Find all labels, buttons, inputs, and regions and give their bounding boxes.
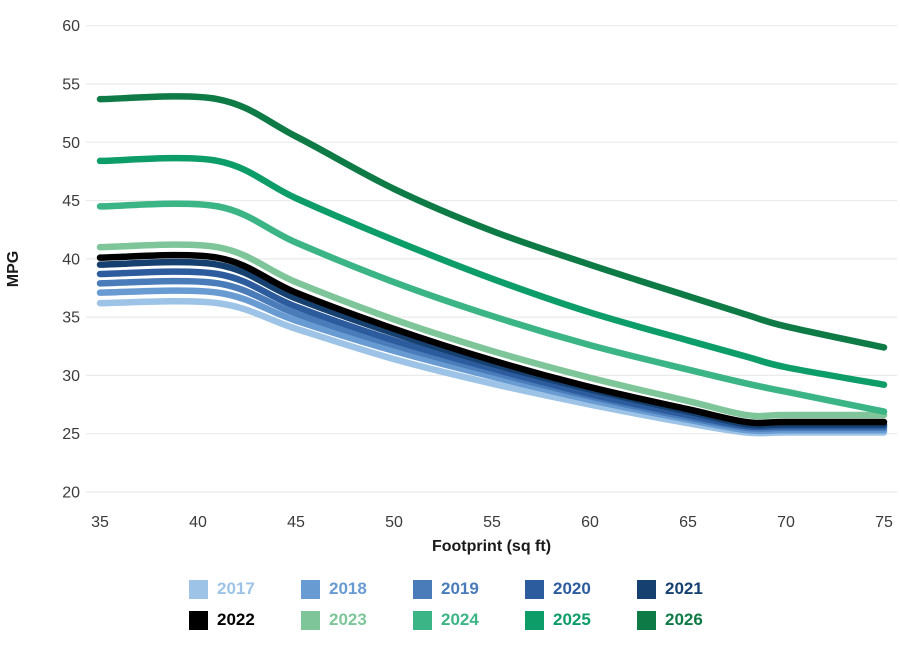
legend-label-2020: 2020: [553, 579, 591, 598]
y-tick-label: 30: [62, 368, 80, 385]
legend-label-2023: 2023: [329, 610, 367, 629]
series-line-2021: [96, 258, 888, 429]
x-tick-label: 40: [189, 514, 207, 531]
legend-label-2017: 2017: [217, 579, 255, 598]
y-tick-label: 45: [62, 193, 80, 210]
legend-swatch-2017: [189, 579, 208, 599]
legend-label-2021: 2021: [665, 579, 703, 598]
legend-swatch-2026: [637, 610, 656, 630]
legend-row: 2022 2023 2024 2025 2026: [189, 610, 711, 630]
y-tick-label: 20: [62, 484, 80, 501]
mpg-footprint-line-chart: 20 25 30 35 40 45 50 55 60 35 40 45 50 55 60 65 70 75: [62, 18, 897, 531]
legend-label-2019: 2019: [441, 579, 479, 598]
y-tick-label: 35: [62, 310, 80, 327]
legend-item-2023: 2023: [301, 610, 375, 630]
legend-item-2019: 2019: [413, 579, 487, 599]
series-line-2026: [96, 93, 888, 351]
legend-item-2020: 2020: [525, 579, 599, 599]
legend-label-2025: 2025: [553, 610, 591, 629]
legend-swatch-2019: [413, 579, 432, 599]
series-line-2023: [96, 241, 888, 420]
y-tick-label: 40: [62, 251, 80, 268]
legend-item-2026: 2026: [637, 610, 711, 630]
x-tick-label: 35: [91, 514, 109, 531]
legend-item-2024: 2024: [413, 610, 487, 630]
legend-row: 2017 2018 2019 2020 2021: [189, 579, 711, 599]
x-tick-label: 60: [581, 514, 599, 531]
y-tick-label: 60: [62, 18, 80, 35]
y-axis-title: MPG: [5, 250, 22, 288]
y-tick-label: 50: [62, 135, 80, 152]
x-tick-label: 55: [483, 514, 501, 531]
x-tick-label: 45: [287, 514, 305, 531]
legend-item-2025: 2025: [525, 610, 599, 630]
x-tick-label: 75: [875, 514, 893, 531]
legend-label-2024: 2024: [441, 610, 479, 629]
chart-legend: 2017 2018 2019 2020 2021 2022 2023 2024 2025 2026: [0, 579, 900, 630]
legend-item-2021: 2021: [637, 579, 711, 599]
legend-swatch-2025: [525, 610, 544, 630]
legend-swatch-2022: [189, 610, 208, 630]
legend-swatch-2024: [413, 610, 432, 630]
x-tick-label: 70: [777, 514, 795, 531]
legend-item-2017: 2017: [189, 579, 263, 599]
x-axis-title: Footprint (sq ft): [431, 538, 552, 555]
series-line-2025: [96, 154, 888, 388]
x-tick-label: 65: [679, 514, 697, 531]
y-tick-label: 55: [62, 76, 80, 93]
legend-label-2026: 2026: [665, 610, 703, 629]
legend-swatch-2018: [301, 579, 320, 599]
y-tick-label: 25: [62, 426, 80, 443]
legend-item-2022: 2022: [189, 610, 263, 630]
legend-item-2018: 2018: [301, 579, 375, 599]
series-line-2022: [96, 251, 888, 427]
series-line-2024: [96, 200, 888, 415]
legend-swatch-2023: [301, 610, 320, 630]
legend-label-2022: 2022: [217, 610, 255, 629]
legend-swatch-2020: [525, 579, 544, 599]
legend-label-2018: 2018: [329, 579, 367, 598]
legend-swatch-2021: [637, 579, 656, 599]
x-tick-label: 50: [385, 514, 403, 531]
